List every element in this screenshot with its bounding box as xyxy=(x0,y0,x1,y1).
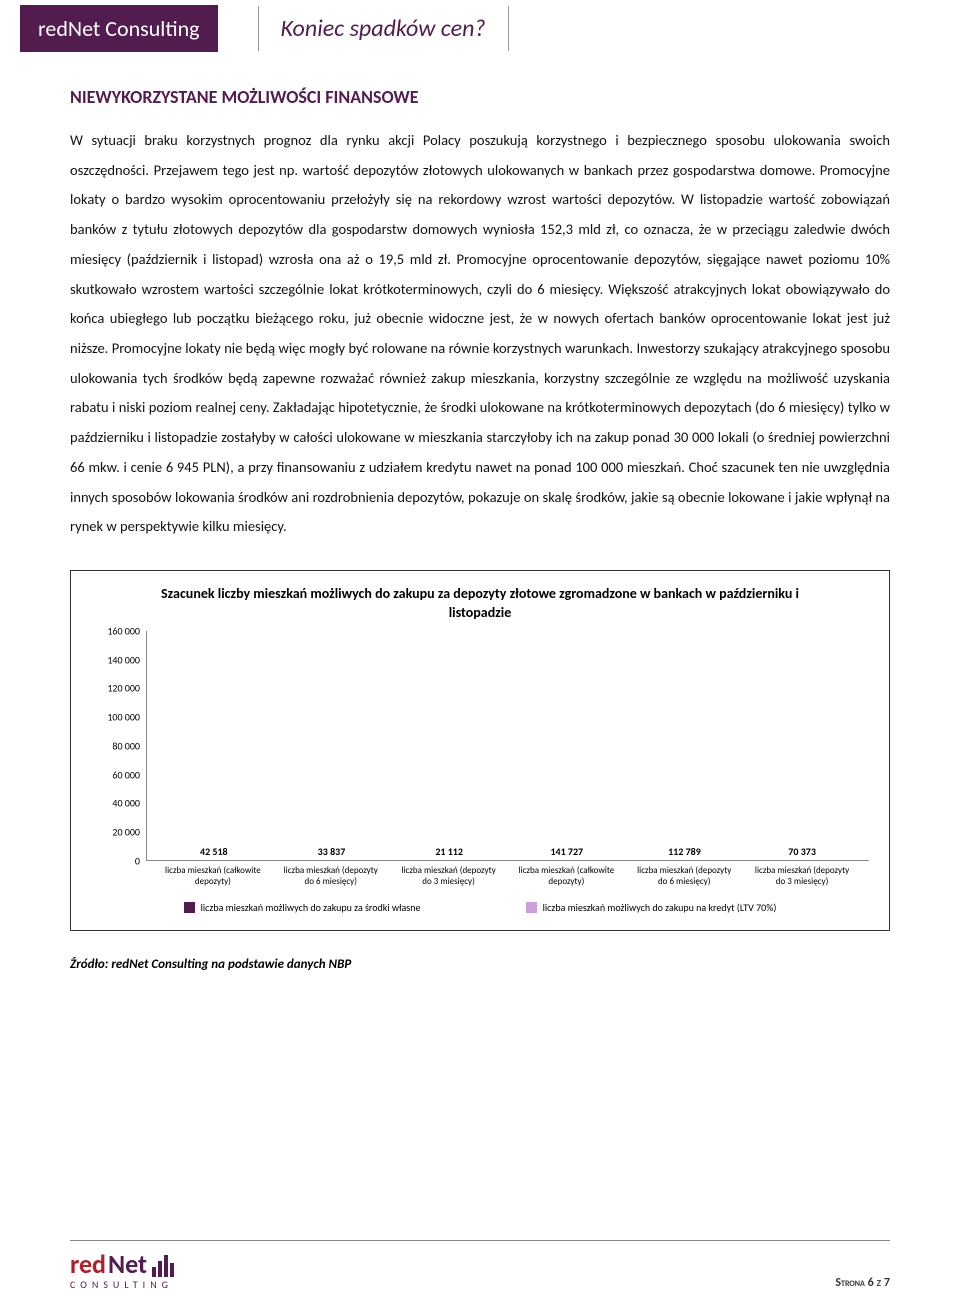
brand-badge: redNet Consulting xyxy=(20,5,218,52)
chart-bars: 42 518 33 837 21 112 141 727 112 789 70 373 xyxy=(147,631,869,860)
x-axis-label: liczba mieszkań (depozyty do 6 miesięcy) xyxy=(635,865,734,888)
y-tick-label: 40 000 xyxy=(112,797,140,810)
legend-swatch xyxy=(526,902,537,913)
y-tick-label: 0 xyxy=(135,854,140,867)
legend-swatch xyxy=(184,902,195,913)
x-axis-label: liczba mieszkań (całkowite depozyty) xyxy=(163,865,262,888)
chart-bar: 70 373 xyxy=(753,845,852,860)
chart-bar: 141 727 xyxy=(517,845,616,860)
page-number: Strona 6 z 7 xyxy=(835,1276,890,1290)
y-tick-label: 140 000 xyxy=(107,653,140,666)
page-footer: redNet CONSULTING Strona 6 z 7 xyxy=(0,1240,960,1296)
legend-label: liczba mieszkań możliwych do zakupu na k… xyxy=(543,901,777,914)
bar-value-label: 141 727 xyxy=(550,845,583,858)
y-tick-label: 160 000 xyxy=(107,624,140,637)
logo-subtext: CONSULTING xyxy=(70,1280,174,1290)
x-axis-label: liczba mieszkań (całkowite depozyty) xyxy=(517,865,616,888)
chart-bar: 42 518 xyxy=(164,845,263,860)
bar-value-label: 33 837 xyxy=(318,845,346,858)
footer-logo: redNet CONSULTING xyxy=(70,1251,174,1290)
x-axis-label: liczba mieszkań (depozyty do 3 miesięcy) xyxy=(399,865,498,888)
logo-text-red: red xyxy=(70,1251,106,1277)
y-tick-label: 120 000 xyxy=(107,682,140,695)
chart-legend: liczba mieszkań możliwych do zakupu za ś… xyxy=(91,901,869,914)
legend-item: liczba mieszkań możliwych do zakupu za ś… xyxy=(184,901,421,914)
chart-bar: 21 112 xyxy=(400,845,499,860)
y-tick-label: 20 000 xyxy=(112,826,140,839)
legend-label: liczba mieszkań możliwych do zakupu za ś… xyxy=(201,901,421,914)
chart-source: Źródło: redNet Consulting na podstawie d… xyxy=(70,957,890,972)
x-axis-label: liczba mieszkań (depozyty do 3 miesięcy) xyxy=(753,865,852,888)
chart-y-axis: 160 000140 000120 000100 00080 00060 000… xyxy=(91,631,146,861)
chart-plot-area: 160 000140 000120 000100 00080 00060 000… xyxy=(91,631,869,861)
x-axis-label: liczba mieszkań (depozyty do 6 miesięcy) xyxy=(281,865,380,888)
bar-value-label: 70 373 xyxy=(788,845,816,858)
chart-container: Szacunek liczby mieszkań możliwych do za… xyxy=(70,570,890,931)
y-tick-label: 100 000 xyxy=(107,711,140,724)
y-tick-label: 80 000 xyxy=(112,739,140,752)
legend-item: liczba mieszkań możliwych do zakupu na k… xyxy=(526,901,777,914)
bar-value-label: 21 112 xyxy=(435,845,463,858)
chart-plot: 42 518 33 837 21 112 141 727 112 789 70 373 xyxy=(146,631,869,861)
chart-title: Szacunek liczby mieszkań możliwych do za… xyxy=(91,585,869,623)
section-title: NIEWYKORZYSTANE MOŻLIWOŚCI FINANSOWE xyxy=(70,86,890,108)
bar-value-label: 112 789 xyxy=(668,845,701,858)
header-subtitle: Koniec spadków cen? xyxy=(258,6,509,51)
chart-bar: 112 789 xyxy=(635,845,734,860)
page-header: redNet Consulting Koniec spadków cen? xyxy=(0,0,960,56)
chart-bar: 33 837 xyxy=(282,845,381,860)
y-tick-label: 60 000 xyxy=(112,768,140,781)
bar-value-label: 42 518 xyxy=(200,845,228,858)
logo-bars-icon xyxy=(152,1255,174,1277)
body-paragraph: W sytuacji braku korzystnych prognoz dla… xyxy=(70,126,890,542)
main-content: NIEWYKORZYSTANE MOŻLIWOŚCI FINANSOWE W s… xyxy=(0,56,960,972)
chart-x-labels: liczba mieszkań (całkowite depozyty) licz… xyxy=(91,861,869,888)
logo-text-net: Net xyxy=(108,1251,147,1277)
